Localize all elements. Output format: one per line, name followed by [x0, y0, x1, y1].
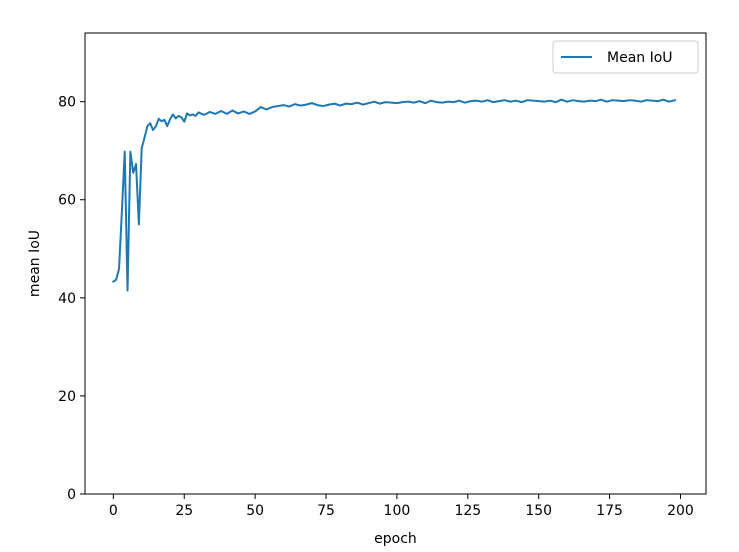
y-tick-label: 60 — [58, 193, 76, 209]
y-tick-label: 80 — [58, 95, 76, 111]
x-tick-label: 75 — [317, 503, 335, 519]
x-tick-label: 100 — [384, 503, 411, 519]
x-tick-label: 200 — [667, 503, 694, 519]
x-tick-label: 175 — [596, 503, 623, 519]
plot-frame — [84, 32, 707, 495]
y-tick-label: 40 — [58, 291, 76, 307]
x-tick-label: 0 — [109, 503, 118, 519]
series-line-mean-iou — [111, 98, 677, 292]
x-tick-label: 150 — [525, 503, 552, 519]
y-tick-label: 0 — [67, 487, 76, 503]
legend-box — [552, 40, 699, 74]
x-tick-label: 25 — [175, 503, 193, 519]
legend-label-mean-iou: Mean IoU — [607, 50, 673, 66]
legend: Mean IoU — [552, 40, 699, 74]
x-tick-label: 50 — [246, 503, 264, 519]
x-axis-label: epoch — [374, 531, 417, 547]
y-axis-label: mean IoU — [27, 230, 43, 297]
x-tick-label: 125 — [454, 503, 481, 519]
y-tick-label: 20 — [58, 389, 76, 405]
